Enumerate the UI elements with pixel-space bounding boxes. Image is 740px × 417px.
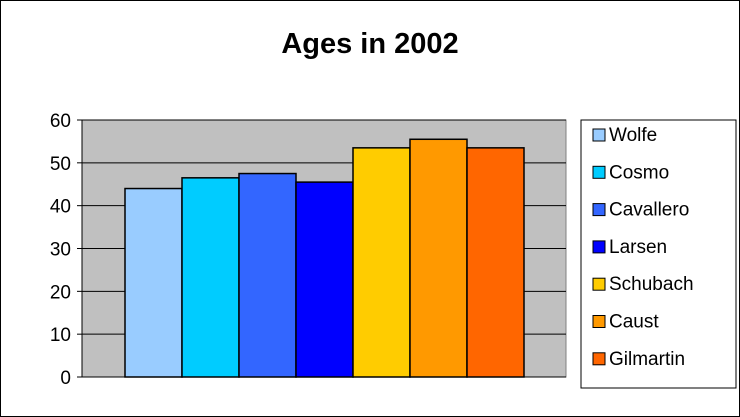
legend: Wolfe Cosmo Cavallero Larsen Schubach Caust Gi… <box>592 125 694 370</box>
legend-label-caust: Caust <box>609 312 659 333</box>
y-tick-label: 0 <box>60 368 71 389</box>
bar-cosmo <box>181 177 240 378</box>
legend-label-larsen: Larsen <box>609 237 667 258</box>
y-tick-label: 50 <box>50 154 71 175</box>
legend-label-gilmartin: Gilmartin <box>609 349 685 370</box>
legend-label-wolfe: Wolfe <box>609 125 657 146</box>
legend-swatch-cosmo <box>592 165 606 179</box>
legend-swatch-gilmartin <box>592 352 606 366</box>
bar-gilmartin <box>466 147 525 378</box>
legend-swatch-schubach <box>592 277 606 291</box>
y-tick-label: 60 <box>50 111 71 132</box>
bars <box>124 138 525 378</box>
y-tick-label: 10 <box>50 325 71 346</box>
bar-cavallero <box>238 172 297 378</box>
legend-label-cavallero: Cavallero <box>609 200 689 221</box>
legend-swatch-caust <box>592 315 606 328</box>
bar-caust <box>409 138 468 378</box>
legend-swatch-cavallero <box>592 203 606 217</box>
legend-swatch-wolfe <box>592 128 606 142</box>
y-tick-label: 20 <box>50 282 71 303</box>
y-tick-label: 30 <box>50 240 71 261</box>
legend-label-schubach: Schubach <box>609 274 694 295</box>
chart-title: Ages in 2002 <box>281 28 458 60</box>
legend-swatch-larsen <box>592 240 606 254</box>
bar-larsen <box>295 181 354 378</box>
bar-schubach <box>352 147 411 378</box>
bar-wolfe <box>124 187 183 378</box>
legend-label-cosmo: Cosmo <box>609 162 669 183</box>
legend-box <box>580 119 737 389</box>
y-tick-label: 40 <box>50 197 71 218</box>
